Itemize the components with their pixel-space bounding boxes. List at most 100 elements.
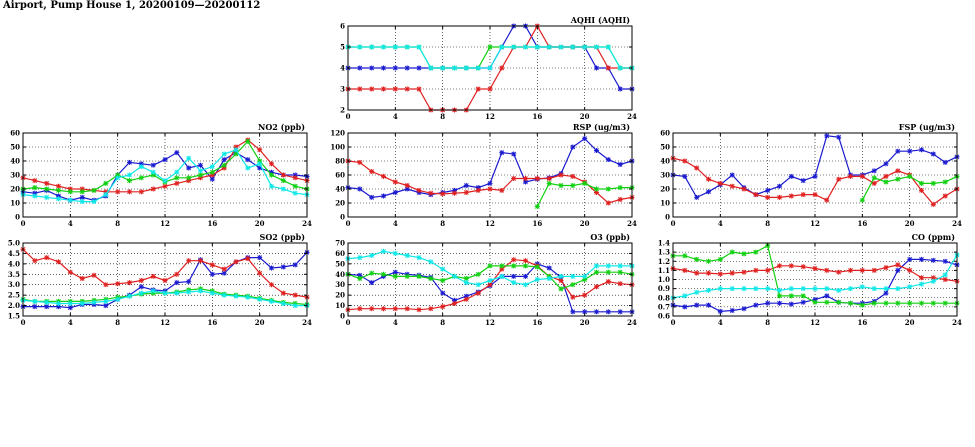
marker-stroke [942, 272, 948, 278]
so2-point-blue [32, 304, 38, 310]
o3-point-cyan [487, 278, 493, 283]
marker-stroke [919, 300, 924, 306]
marker-stroke [741, 306, 747, 312]
marker-stroke [694, 165, 700, 171]
aqhi-point-cyan [452, 65, 457, 71]
o3-xtick-label: 0 [346, 318, 351, 327]
so2-point-blue [103, 303, 109, 309]
marker-stroke [594, 309, 599, 315]
fsp-point-red [824, 197, 830, 203]
marker-stroke [594, 148, 599, 153]
marker-stroke [257, 296, 263, 302]
marker-stroke [221, 151, 227, 157]
marker-stroke [440, 266, 446, 272]
fsp-point-green [895, 176, 901, 182]
no2-point-cyan [79, 199, 85, 205]
co-ytick-label: 0.6 [658, 312, 670, 321]
no2-point-cyan [174, 169, 180, 175]
no2-point-green [67, 189, 73, 195]
marker-stroke [369, 169, 375, 174]
marker-stroke [682, 174, 688, 179]
marker-stroke [404, 274, 410, 279]
so2-point-cyan [186, 289, 192, 295]
so2-point-red [115, 281, 121, 287]
rsp-point-green [534, 204, 540, 209]
marker-stroke [452, 274, 457, 279]
marker-stroke [706, 176, 711, 182]
no2-point-blue [79, 194, 85, 200]
marker-stroke [292, 183, 298, 189]
marker-stroke [150, 162, 156, 168]
marker-stroke [280, 290, 286, 296]
marker-stroke [836, 288, 842, 293]
rsp-ytick-label: 60 [335, 171, 345, 180]
marker-stroke [682, 253, 688, 259]
so2-point-cyan [67, 301, 73, 306]
marker-stroke [32, 178, 38, 183]
rsp-point-green [570, 183, 576, 188]
marker-stroke [381, 306, 386, 312]
marker-stroke [582, 136, 588, 141]
marker-stroke [257, 161, 263, 167]
marker-stroke [162, 183, 168, 189]
marker-stroke [381, 65, 386, 71]
so2-point-cyan [245, 294, 251, 300]
no2-point-green [32, 185, 38, 191]
marker-stroke [79, 199, 85, 204]
marker-stroke [534, 44, 540, 50]
marker-stroke [594, 186, 599, 192]
so2-point-cyan [162, 290, 168, 296]
co-point-green [788, 293, 794, 299]
fsp-point-blue [729, 172, 735, 178]
co-point-green [706, 258, 711, 264]
fsp-point-red [777, 194, 782, 200]
marker-stroke [570, 294, 576, 300]
rsp-title: RSP (ug/m3) [573, 122, 630, 132]
so2-ytick-label: 1.5 [8, 312, 20, 321]
co-point-cyan [836, 287, 842, 293]
marker-stroke [558, 183, 564, 188]
aqhi-point-red [487, 86, 493, 92]
aqhi-xtick-label: 12 [485, 112, 495, 121]
so2-point-cyan [257, 296, 263, 302]
o3-point-cyan [475, 282, 481, 288]
marker-stroke [682, 293, 688, 299]
o3-ytick-label: 70 [335, 239, 345, 248]
no2-point-green [91, 187, 97, 193]
co-point-blue [788, 301, 794, 307]
o3-point-red [582, 292, 588, 298]
marker-stroke [895, 268, 901, 273]
marker-stroke [511, 44, 517, 50]
marker-stroke [198, 172, 203, 178]
marker-stroke [777, 300, 782, 306]
marker-stroke [534, 264, 540, 270]
fsp-point-blue [942, 159, 948, 165]
co-xtick-label: 12 [810, 318, 820, 327]
fsp-point-red [729, 183, 735, 189]
co-point-green [895, 300, 901, 306]
marker-stroke [221, 266, 227, 272]
co-point-blue [741, 306, 747, 312]
fsp-xtick-label: 12 [810, 219, 820, 228]
marker-stroke [32, 193, 38, 199]
co-point-cyan [800, 286, 806, 292]
so2-point-cyan [127, 293, 132, 299]
marker-stroke [404, 306, 410, 312]
no2-ytick-label: 10 [10, 199, 20, 208]
marker-stroke [233, 293, 239, 299]
marker-stroke [930, 151, 936, 157]
no2-point-red [44, 180, 50, 186]
fsp-point-red [871, 180, 877, 186]
co-point-cyan [930, 278, 936, 284]
so2-point-blue [138, 284, 144, 290]
marker-stroke [357, 306, 363, 312]
co-point-blue [942, 258, 948, 264]
marker-stroke [605, 263, 611, 269]
marker-stroke [186, 165, 192, 171]
o3-point-red [605, 279, 611, 285]
rsp-point-red [381, 173, 386, 179]
marker-stroke [56, 183, 61, 189]
no2-point-cyan [233, 147, 239, 153]
so2-chart: 0 4 8 12 16 20 24 1.5 2.02.5 3.03.5 4.04.55.0 SO2 (… [8, 232, 312, 327]
marker-stroke [546, 265, 552, 271]
